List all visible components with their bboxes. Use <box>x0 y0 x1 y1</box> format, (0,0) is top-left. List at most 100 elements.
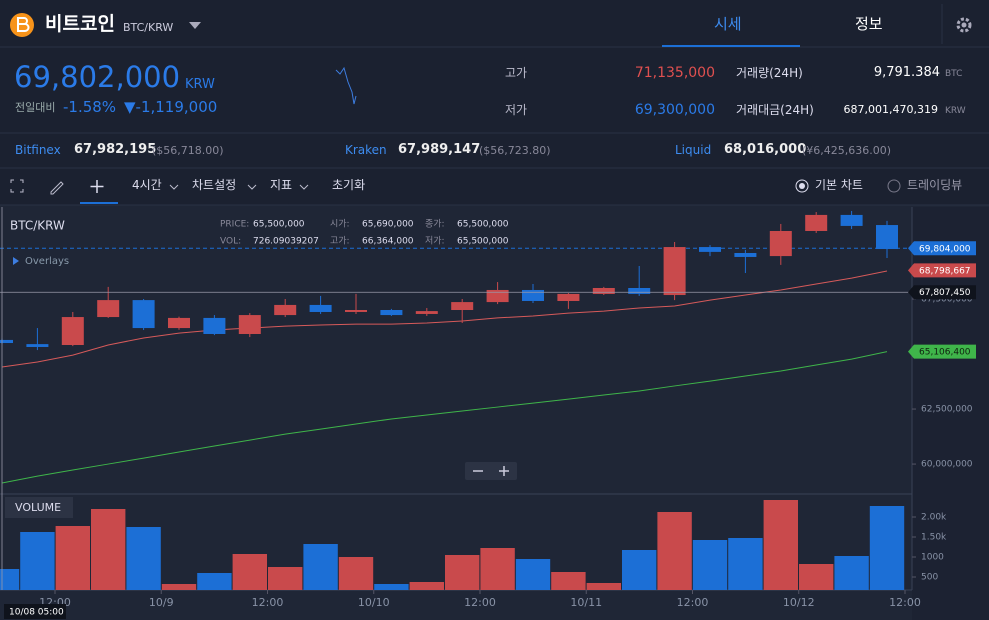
amount-label: 거래대금(24H) <box>736 103 814 117</box>
moving-average <box>1 270 888 368</box>
interval[interactable]: 4시간 <box>132 178 162 192</box>
volume-tick-label: 1.50k <box>921 533 947 543</box>
volume: 9,791.384 <box>873 65 940 80</box>
exchange-price: 68,016,000 <box>724 142 807 157</box>
volume-bar <box>268 567 303 590</box>
candle-body <box>557 293 580 301</box>
change-label: 전일대비 <box>15 101 56 114</box>
indicators[interactable]: 지표 <box>270 178 293 192</box>
info-value: 65,500,000 <box>457 220 509 230</box>
volume-label: 거래량(24H) <box>736 66 803 80</box>
x-tick-label: 12:00 <box>889 596 921 609</box>
tab-active[interactable]: 시세 <box>714 15 742 33</box>
volume-tick-label: 500 <box>921 573 938 583</box>
radio[interactable] <box>887 179 901 193</box>
candle-body <box>238 315 261 334</box>
price-tag-label: 69,804,000 <box>919 244 971 254</box>
x-tick-label: 12:00 <box>464 596 496 609</box>
y-tick-label: 62,500,000 <box>921 405 973 415</box>
current-price: 69,802,000 <box>14 60 181 94</box>
volume-bar <box>0 569 20 590</box>
volume-bar <box>834 556 869 590</box>
volume-bar <box>374 584 409 590</box>
volume-bars <box>0 500 905 590</box>
candle-body <box>380 310 403 316</box>
x-tick-label: 10/12 <box>783 596 815 609</box>
basic-chart[interactable]: 기본 차트 <box>815 178 863 192</box>
candle-body <box>663 247 686 296</box>
tab[interactable]: 정보 <box>855 15 883 33</box>
y-tick-label: 60,000,000 <box>921 460 973 470</box>
x-tick-label: 10/11 <box>570 596 602 609</box>
moving-average <box>1 351 888 484</box>
volume-bar <box>586 583 621 590</box>
volume-bar <box>657 512 692 590</box>
sparkline <box>335 66 357 105</box>
candle-body <box>592 287 615 294</box>
candle-body <box>769 230 792 257</box>
candle-body <box>699 247 721 252</box>
radio-selected[interactable] <box>795 179 809 193</box>
chart-settings[interactable]: 차트설정 <box>192 178 237 192</box>
info-label: 시가: <box>330 219 350 230</box>
caret-icons <box>169 184 309 190</box>
candle-body <box>486 289 509 303</box>
info-label: VOL: <box>220 237 241 247</box>
candle-body <box>168 317 190 329</box>
overlays: Overlays <box>25 256 69 267</box>
candle-body <box>522 289 544 301</box>
volume-bar <box>303 544 338 590</box>
time-tag-label: 10/08 05:00 <box>9 608 64 618</box>
candle-body <box>840 214 863 226</box>
price-tag-label: 67,807,450 <box>919 288 971 298</box>
coin-name: 비트코인 <box>45 13 115 35</box>
overlays-arrow[interactable] <box>13 257 19 265</box>
exchange-price: 67,982,195 <box>74 142 157 157</box>
info-label: 종가: <box>425 219 445 230</box>
change-abs: ▼-1,119,000 <box>124 98 218 116</box>
draw-icon[interactable] <box>50 181 64 195</box>
candle-body <box>97 300 120 318</box>
price-tag <box>908 344 976 359</box>
gear-icon[interactable] <box>956 17 972 33</box>
volume-unit: BTC <box>945 69 963 79</box>
tradingview[interactable]: 트레이딩뷰 <box>907 178 963 192</box>
crosshair-icon[interactable] <box>90 180 104 193</box>
high-label: 고가 <box>505 66 528 80</box>
amount: 687,001,470,319 <box>843 103 938 116</box>
info-label: PRICE: <box>220 220 249 230</box>
zoom-control[interactable] <box>465 462 517 480</box>
volume-tag <box>5 497 73 518</box>
volume-bar <box>126 527 161 590</box>
volume-bar <box>799 564 834 590</box>
fullscreen-icon[interactable] <box>10 179 24 193</box>
candle-body <box>203 317 226 334</box>
candle-body <box>345 310 367 312</box>
volume-bar <box>55 526 90 590</box>
volume-bar <box>445 555 480 590</box>
candle-body <box>309 304 332 312</box>
dropdown-arrow[interactable] <box>189 22 201 29</box>
reset[interactable]: 초기화 <box>332 178 366 192</box>
y-tick-label: 67,500,000 <box>921 294 973 304</box>
volume-bar <box>763 500 798 590</box>
candle-body <box>628 287 651 294</box>
volume-bar <box>692 540 728 590</box>
x-tick-label: 12:00 <box>677 596 709 609</box>
volume-bar <box>161 584 197 590</box>
volume-bar <box>515 559 551 590</box>
exchange-usd: ($56,723.80) <box>479 144 551 157</box>
pair: BTC/KRW <box>123 21 174 34</box>
price-tag <box>908 263 976 278</box>
high: 71,135,000 <box>634 65 715 81</box>
price-tag <box>908 285 976 300</box>
info-value: 726.09039207 <box>253 237 319 247</box>
candle-body <box>415 311 438 314</box>
candle-body <box>0 339 13 344</box>
exchange-name: Bitfinex <box>15 143 61 157</box>
volume-tick-label: 1000 <box>921 553 944 563</box>
info-value: 66,364,000 <box>362 237 414 247</box>
price-tag-label: 65,106,400 <box>919 348 971 358</box>
coin-icon-glyph <box>17 17 30 32</box>
volume-bar <box>409 582 444 590</box>
